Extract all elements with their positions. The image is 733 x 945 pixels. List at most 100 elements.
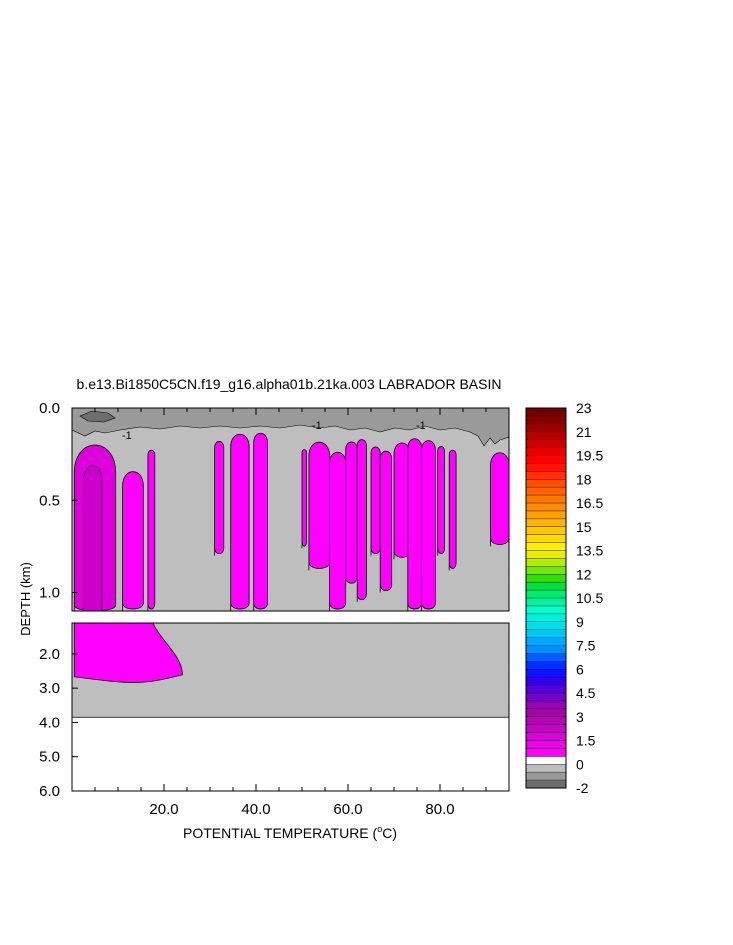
y-tick-label: 3.0 — [39, 680, 60, 697]
colorbar-swatch — [526, 716, 566, 725]
colorbar-swatch — [526, 590, 566, 599]
colorbar-swatch — [526, 574, 566, 583]
x-axis-label-unit: C) — [382, 825, 397, 841]
y-tick-label: 4.0 — [39, 714, 60, 731]
colorbar-label: 12 — [576, 566, 592, 582]
colorbar-swatch — [526, 645, 566, 654]
magenta-region — [83, 465, 103, 611]
magenta-region — [356, 439, 367, 602]
contour-label: -1 — [122, 430, 132, 442]
y-axis-label: DEPTH (km) — [18, 562, 33, 636]
colorbar-swatch — [526, 495, 566, 504]
colorbar-swatch — [526, 605, 566, 615]
colorbar-label: 19.5 — [576, 448, 603, 464]
colorbar-swatch — [526, 661, 566, 670]
colorbar-swatch — [526, 566, 566, 575]
colorbar-swatch — [526, 582, 566, 591]
colorbar-swatch — [526, 740, 566, 749]
y-axis: 0.0 0.5 1.0 2.0 3.0 4.0 5.0 6.0 — [39, 400, 78, 800]
colorbar-swatch — [526, 637, 566, 646]
magenta-region — [379, 450, 393, 593]
colorbar-swatch — [526, 724, 566, 733]
magenta-region — [437, 446, 445, 556]
magenta-region — [345, 441, 358, 586]
magenta-region — [421, 440, 436, 611]
colorbar-label: 23 — [576, 400, 592, 416]
colorbar-swatch — [526, 677, 566, 686]
y-tick-label: 0.5 — [39, 492, 60, 509]
colorbar-swatch — [526, 598, 566, 607]
colorbar-swatch — [526, 669, 566, 678]
surface-dark-band — [72, 408, 509, 447]
x-axis-label-main: POTENTIAL TEMPERATURE ( — [183, 825, 378, 841]
y-tick-label: 0.0 — [39, 400, 60, 417]
lower-panel — [71, 622, 510, 792]
colorbar-swatch — [526, 693, 566, 702]
colorbar-swatch — [526, 542, 566, 551]
colorbar-frame — [525, 407, 567, 789]
colorbar-swatch — [526, 463, 566, 472]
lower-blobs — [73, 623, 183, 683]
x-axis-label-degree: o — [377, 824, 382, 834]
colorbar-label: 1.5 — [576, 733, 596, 749]
x-tick-label: 40.0 — [241, 801, 270, 818]
colorbar-swatch — [526, 439, 566, 448]
magenta-region — [73, 623, 183, 683]
colorbar-label: 16.5 — [576, 495, 603, 511]
colorbar-swatch — [526, 526, 566, 535]
colorbar-swatch — [526, 487, 566, 496]
colorbar-swatch — [526, 772, 566, 781]
colorbar-label: 15 — [576, 519, 592, 535]
colorbar-swatch — [526, 629, 566, 638]
colorbar-swatch — [526, 764, 566, 773]
colorbar-swatch — [526, 431, 566, 440]
contour-label: -1 — [312, 420, 322, 432]
y-tick-label: 1.0 — [39, 585, 60, 602]
colorbar-swatch — [526, 780, 566, 789]
magenta-region — [370, 446, 381, 556]
x-tick-label: 20.0 — [149, 801, 178, 818]
contour-label: -1 — [416, 420, 426, 432]
colorbar-swatch — [526, 503, 566, 512]
upper-panel-background — [72, 408, 509, 611]
colorbar-label: 9 — [576, 614, 584, 630]
colorbar-swatch — [526, 447, 566, 456]
x-axis: 20.0 40.0 60.0 80.0 — [94, 408, 510, 818]
colorbar-swatch — [526, 510, 566, 520]
colorbar-label: 13.5 — [576, 543, 603, 559]
chart-title: b.e13.Bi1850C5CN.f19_g16.alpha01b.21ka.0… — [77, 376, 502, 392]
colorbar-swatch — [526, 408, 566, 417]
colorbar-swatch — [526, 756, 566, 765]
colorbar-swatch — [526, 732, 566, 741]
colorbar-swatch — [526, 653, 566, 662]
colorbar-swatch — [526, 471, 566, 480]
colorbar-swatch — [526, 558, 566, 567]
colorbar-label: 6 — [576, 661, 584, 677]
x-tick-label: 80.0 — [425, 801, 454, 818]
magenta-region — [308, 441, 330, 571]
surface-darkest-patch — [79, 410, 116, 423]
magenta-region — [407, 438, 422, 611]
magenta-region — [147, 449, 156, 611]
magenta-region — [448, 449, 457, 571]
magenta-region — [214, 441, 225, 556]
magenta-region — [301, 449, 307, 549]
colorbar-swatch — [526, 518, 566, 528]
colorbar-swatch — [526, 613, 566, 623]
colorbar-swatch — [526, 708, 566, 718]
colorbar-label: 3 — [576, 709, 584, 725]
colorbar-swatch — [526, 455, 566, 464]
colorbar-label: 0 — [576, 756, 584, 772]
colorbar-label: -2 — [576, 780, 589, 796]
colorbar-label: 7.5 — [576, 638, 596, 654]
magenta-region — [122, 471, 144, 611]
upper-panel-frame — [71, 407, 510, 612]
colorbar-swatch — [526, 423, 566, 433]
upper-blobs — [73, 432, 509, 611]
colorbar-label: 4.5 — [576, 685, 596, 701]
colorbar-label: 18 — [576, 471, 592, 487]
x-tick-label: 60.0 — [333, 801, 362, 818]
colorbar: 23 21 19.5 18 16.5 15 13.5 12 10.5 9 7.5 6 4.5 3 1.5 0 -… — [525, 400, 603, 796]
magenta-region — [490, 452, 509, 547]
